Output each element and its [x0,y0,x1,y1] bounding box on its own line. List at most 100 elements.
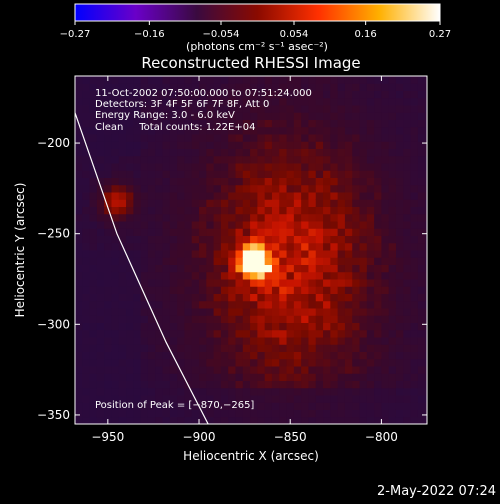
heatmap-cell [344,134,353,142]
heatmap-cell [344,329,353,338]
heatmap-cell [118,351,127,360]
heatmap-cell [366,373,375,381]
heatmap-cell [315,119,324,128]
heatmap-cell [359,141,368,149]
heatmap-cell [337,344,346,352]
heatmap-cell [169,358,178,367]
heatmap-cell [155,308,164,316]
heatmap-cell [206,148,215,157]
heatmap-cell [228,351,236,360]
heatmap-cell [104,119,112,128]
heatmap-cell [403,271,412,280]
heatmap-cell [337,257,346,265]
heatmap-cell [155,134,164,142]
heatmap-cell [395,192,404,200]
heatmap-cell [308,322,317,331]
heatmap-cell [162,177,171,186]
heatmap-cell [359,177,368,186]
heatmap-cell [118,380,127,389]
heatmap-cell [344,286,353,294]
heatmap-cell [417,409,426,418]
heatmap-cell [301,192,309,200]
heatmap-cell [352,242,361,251]
heatmap-cell [395,242,404,251]
heatmap-cell [366,402,375,410]
heatmap-cell [352,112,361,120]
heatmap-cell [220,387,229,396]
heatmap-cell [410,134,419,142]
heatmap-cell [177,242,185,251]
heatmap-cell [410,351,419,360]
heatmap-cell [96,373,105,381]
heatmap-cell [228,286,236,294]
heatmap-cell [344,264,353,273]
heatmap-cell [337,177,346,186]
heatmap-cell [96,351,105,360]
heatmap-cell [308,134,317,142]
heatmap-cell [301,315,309,323]
heatmap-cell [242,184,251,193]
heatmap-cell [352,83,361,91]
heatmap-cell [82,308,91,316]
heatmap-cell [155,228,164,236]
heatmap-cell [410,315,419,323]
heatmap-cell [359,366,368,374]
heatmap-cell [206,105,215,113]
heatmap-cell [89,250,98,258]
heatmap-cell [75,358,83,367]
heatmap-cell [169,300,178,309]
heatmap-cell [388,228,397,236]
heatmap-cell [271,213,280,222]
heatmap-cell [271,257,280,265]
heatmap-cell [191,366,200,374]
heatmap-cell [75,344,83,352]
heatmap-cell [366,358,375,367]
heatmap-cell [323,322,331,331]
heatmap-cell [82,395,91,403]
heatmap-cell [133,344,142,352]
heatmap-cell [250,300,258,309]
heatmap-cell [330,250,339,258]
heatmap-cell [366,90,375,99]
heatmap-cell [301,242,309,251]
heatmap-cell [293,257,302,265]
heatmap-cell [410,337,419,345]
heatmap-cell [96,141,105,149]
heatmap-cell [323,134,331,142]
heatmap-cell [206,373,215,381]
heatmap-cell [126,105,134,113]
heatmap-cell [323,257,331,265]
heatmap-cell [96,337,105,345]
heatmap-cell [111,308,120,316]
heatmap-cell [242,90,251,99]
heatmap-cell [330,155,339,164]
heatmap-cell [323,177,331,186]
heatmap-cell [395,315,404,323]
heatmap-cell [330,192,339,200]
heatmap-cell [147,373,156,381]
heatmap-cell [344,184,353,193]
heatmap-cell [169,264,178,273]
heatmap-cell [242,112,251,120]
heatmap-cell [206,395,215,403]
heatmap-cell [271,351,280,360]
heatmap-cell [271,366,280,374]
heatmap-cell [162,351,171,360]
heatmap-cell [126,402,134,410]
heatmap-cell [344,97,353,106]
heatmap-cell [366,322,375,331]
heatmap-cell [191,344,200,352]
heatmap-cell [96,380,105,389]
heatmap-cell [271,271,280,280]
heatmap-cell [388,308,397,316]
heatmap-cell [89,380,98,389]
heatmap-cell [162,134,171,142]
heatmap-cell [155,206,164,215]
heatmap-cell [264,387,273,396]
heatmap-cell [381,366,390,374]
heatmap-cell [228,402,236,410]
heatmap-cell [293,184,302,193]
heatmap-cell [417,83,426,91]
heatmap-cell [162,199,171,207]
heatmap-cell [147,90,156,99]
